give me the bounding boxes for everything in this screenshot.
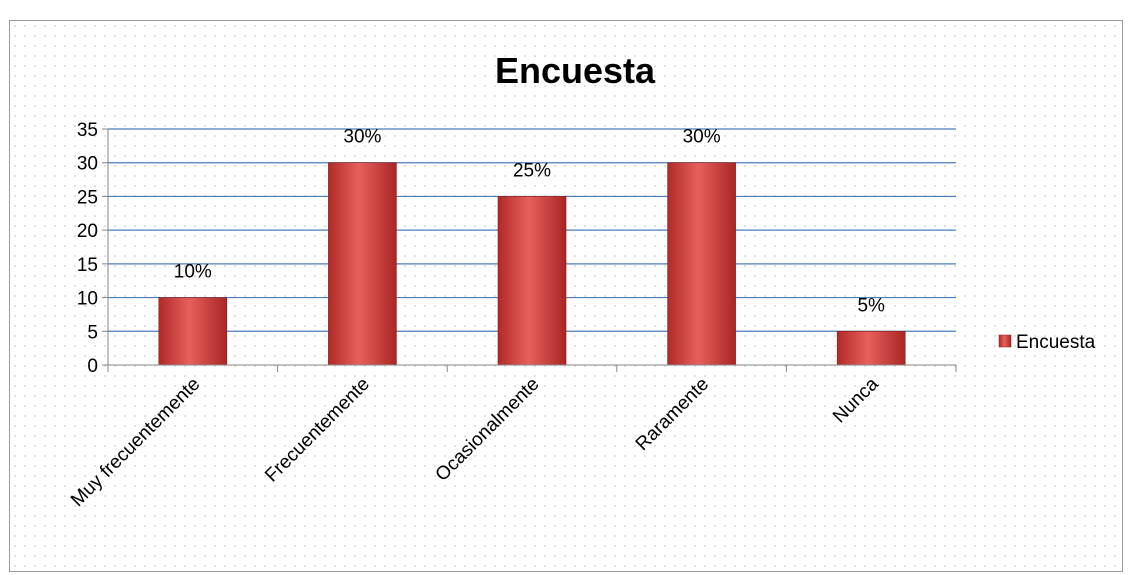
bar-series <box>158 162 906 366</box>
y-tick-label: 10 <box>77 289 98 310</box>
y-axis: 0 5 10 15 20 25 30 35 <box>77 120 109 377</box>
y-tick-label: 20 <box>77 221 98 242</box>
y-tick-label: 35 <box>77 120 98 141</box>
y-tick-label: 30 <box>77 154 98 175</box>
x-tick-label: Nunca <box>829 373 883 427</box>
data-label: 10% <box>174 262 212 283</box>
y-tick-label: 0 <box>87 356 98 377</box>
bar <box>158 297 228 366</box>
y-tick-label: 25 <box>77 187 98 208</box>
bar <box>836 330 906 366</box>
legend: Encuesta <box>998 332 1096 353</box>
bar <box>667 162 736 366</box>
y-tick-label: 5 <box>87 322 98 343</box>
x-tick-label: Raramente <box>632 374 713 455</box>
x-tick-label: Ocasionalmente <box>432 374 544 486</box>
y-tick-label: 15 <box>77 255 98 276</box>
legend-swatch <box>998 334 1012 348</box>
x-tick-label: Frecuentemente <box>261 374 374 487</box>
x-axis: Muy frecuentemente Frecuentemente Ocasiona… <box>67 364 957 511</box>
data-label: 5% <box>857 295 885 316</box>
bar <box>328 162 397 366</box>
legend-label: Encuesta <box>1016 332 1096 353</box>
data-label: 30% <box>343 127 381 148</box>
data-labels: 10% 30% 25% 30% 5% <box>174 127 885 317</box>
chart-title: Encuesta <box>495 50 656 91</box>
x-tick-label: Muy frecuentemente <box>67 374 204 511</box>
data-label: 25% <box>513 160 551 181</box>
data-label: 30% <box>683 127 721 148</box>
bar <box>497 196 567 366</box>
